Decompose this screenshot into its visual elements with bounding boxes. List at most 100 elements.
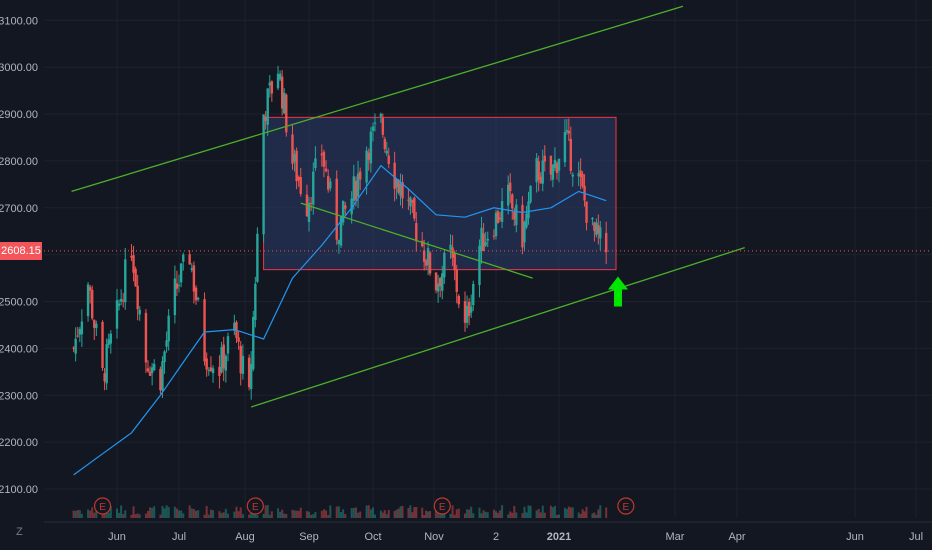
candle-body [422,250,426,262]
candle-body [226,336,230,354]
volume-bar [173,506,176,518]
earnings-marker[interactable]: E [433,497,451,515]
volume-bar [369,509,372,518]
candle [163,349,166,374]
candle-body [593,222,596,231]
volume-bar [423,514,426,518]
candle-body [283,92,286,114]
volume-bar [175,508,178,518]
candle-body [105,344,108,384]
candle [506,175,510,215]
volume-bar [421,507,424,518]
volume-bar [365,505,368,518]
candle [91,285,94,321]
lower-channel-line[interactable] [250,247,745,408]
candle-body [472,283,475,306]
volume-bar [437,512,440,518]
candle [593,221,596,242]
earnings-marker[interactable]: E [93,497,112,515]
volume-bar [105,510,108,518]
volume-bar [130,514,133,518]
candle-body [515,204,518,226]
range-box[interactable] [263,116,617,271]
volume-bar [541,505,544,518]
inner-trendline[interactable] [300,202,533,279]
candle-body [249,363,253,390]
candle-body [551,164,555,180]
volume-bar [415,506,418,518]
candle [239,340,242,386]
candle-body [192,265,196,292]
scale-mode-label[interactable]: Z [16,526,23,538]
y-tick-label: 2900.00 [0,109,38,121]
candle-body [393,162,396,189]
candle [549,155,553,181]
volume-bar [305,511,308,518]
candle [130,244,133,262]
candle [511,193,514,220]
volume-bar [308,511,310,518]
candle [167,309,170,351]
candle [329,178,332,192]
volume-bar [320,510,323,518]
candle [297,175,300,187]
candle [411,199,414,213]
volume-bar [138,514,141,518]
volume-bar [224,508,227,518]
candle-body [339,216,343,246]
volume-bar [537,508,540,518]
candle-body [335,178,338,240]
candle-body [407,199,410,201]
earnings-marker[interactable]: E [617,497,635,515]
time-axis[interactable]: Jun Jul Aug Sep Oct Nov 2 2021 Mar Apr Jun Jul [108,531,923,543]
candle-body [399,183,402,197]
volume-bar [80,513,83,518]
candle-body [307,202,311,222]
candle-body [523,221,526,243]
candle [496,209,500,224]
volume-bar [451,505,454,518]
candle [577,161,580,187]
candle-body [134,268,137,287]
x-tick-label: Jun [846,531,864,543]
volume-bar [571,507,574,518]
volume-bar [551,507,554,518]
candle-body [182,254,185,262]
upper-channel-line[interactable] [71,5,684,192]
candle-body [329,181,332,189]
candle [463,291,467,332]
candle [551,164,555,188]
candle-body [500,201,504,222]
candle-body [385,150,388,154]
volume-bar [248,514,251,518]
y-tick-label: 2300.00 [0,390,38,402]
volume-bar [539,512,542,518]
volume-bar [529,505,532,518]
candle [222,336,225,382]
earnings-circle [617,497,635,515]
candle [247,354,251,391]
volume-bar [395,509,398,518]
candle [132,245,135,282]
candle-body [597,225,600,234]
volume-bar [134,514,137,518]
volume-bar [195,510,198,518]
earnings-marker[interactable]: E [246,497,264,515]
candle [581,171,584,189]
candle [571,172,574,187]
candle-body [525,213,528,228]
candle-body [537,161,540,180]
candle-body [557,158,561,171]
candle [280,70,284,116]
candle-body [511,194,514,209]
volume-bar [340,512,342,518]
earnings-circle [93,497,112,515]
candle [521,196,524,255]
candle-body [484,242,487,246]
candle [138,306,141,321]
candle-body [367,152,370,160]
up-arrow-shape [607,276,628,307]
candle [359,167,362,191]
candle-body [78,328,81,335]
